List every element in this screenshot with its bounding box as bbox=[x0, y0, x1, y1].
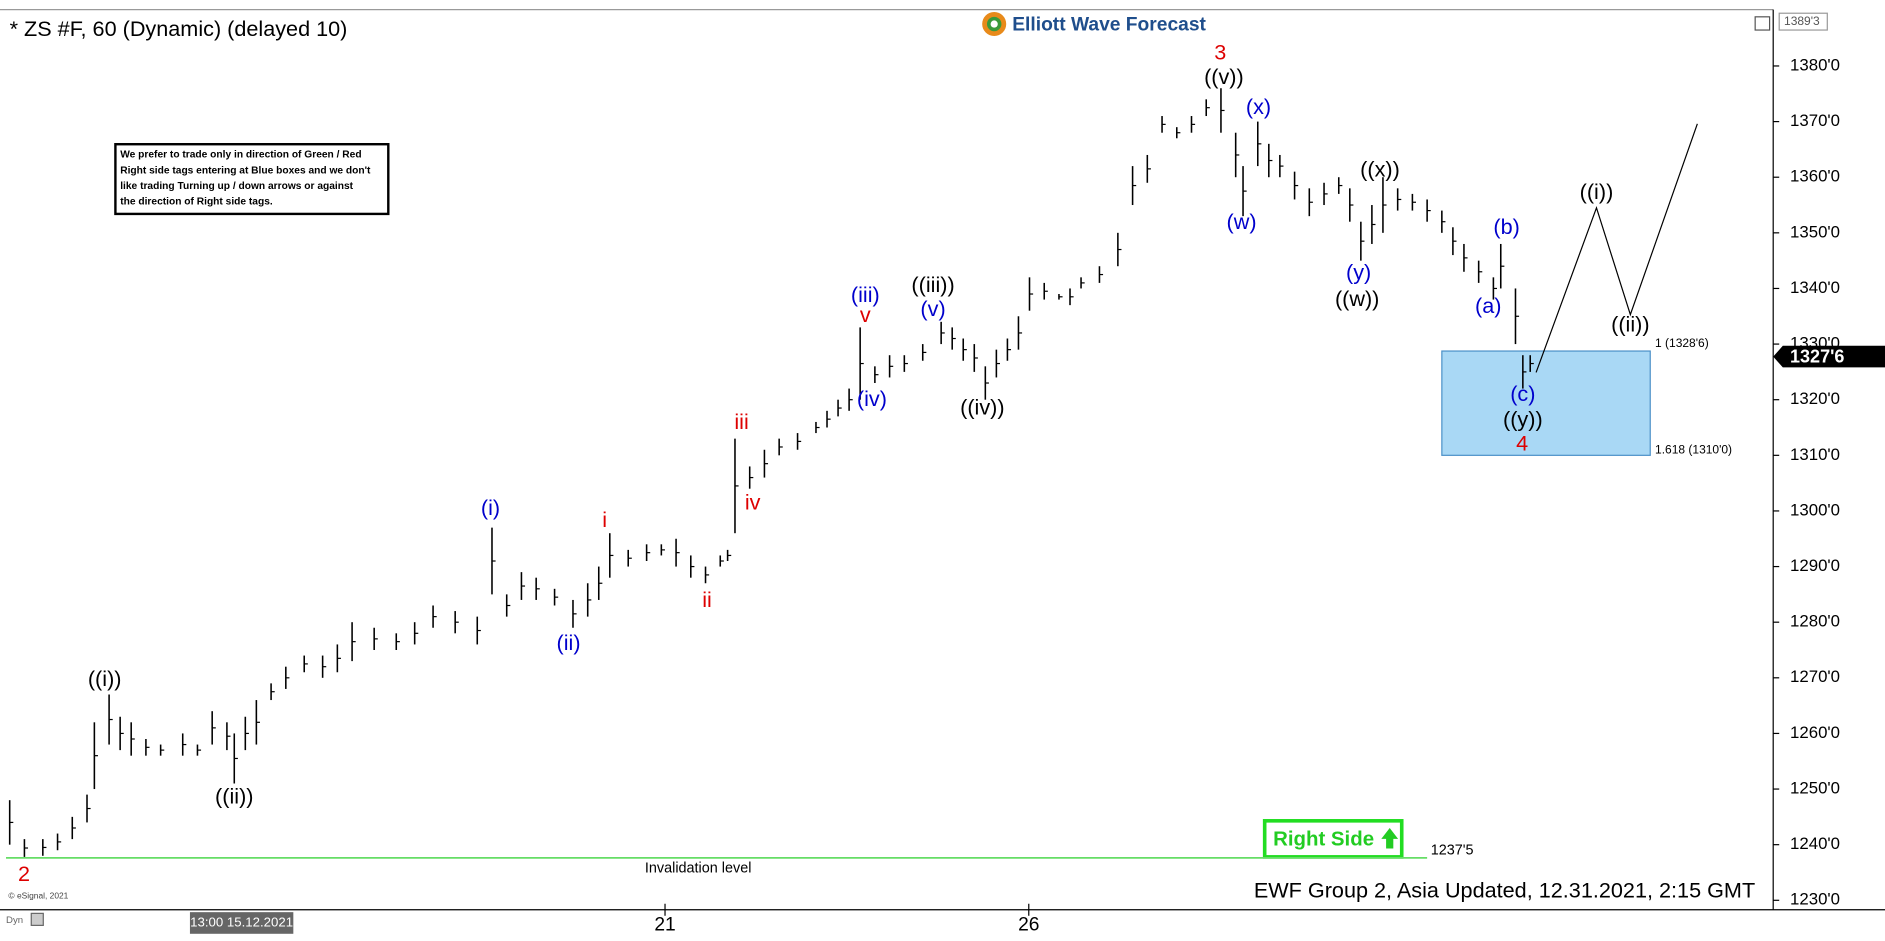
wave-label: (i) bbox=[481, 495, 500, 520]
current-price-label: 1327'6 bbox=[1790, 347, 1844, 367]
wave-label: v bbox=[860, 302, 871, 327]
wave-label: 3 bbox=[1214, 39, 1226, 64]
right-side-arrow bbox=[1381, 828, 1399, 849]
wave-label: ((i)) bbox=[1580, 179, 1614, 204]
wave-label: ((y)) bbox=[1503, 407, 1543, 432]
wave-label: i bbox=[602, 507, 607, 532]
y-tick-label: 1230'0 bbox=[1790, 890, 1840, 909]
wave-label: 2 bbox=[18, 861, 30, 886]
logo: Elliott Wave Forecast bbox=[982, 12, 1207, 37]
y-tick-label: 1370'0 bbox=[1790, 111, 1840, 130]
target-level-label: 1.618 (1310'0) bbox=[1655, 443, 1732, 457]
wave-label: ((w)) bbox=[1335, 286, 1379, 311]
wave-label: (c) bbox=[1510, 381, 1535, 406]
wave-label: (b) bbox=[1493, 214, 1519, 239]
wave-label: (iii) bbox=[851, 282, 880, 307]
y-tick-label: 1270'0 bbox=[1790, 667, 1840, 686]
note-box bbox=[114, 143, 390, 216]
wave-label: (v) bbox=[920, 296, 945, 321]
logo-text: Elliott Wave Forecast bbox=[1012, 14, 1206, 35]
y-tick-label: 1340'0 bbox=[1790, 278, 1840, 297]
note-line: the direction of Right side tags. bbox=[120, 197, 273, 208]
y-tick-label: 1320'0 bbox=[1790, 389, 1840, 408]
y-tick-label: 1290'0 bbox=[1790, 556, 1840, 575]
mode-label: Dyn bbox=[6, 915, 23, 926]
x-tick-label-box bbox=[189, 912, 294, 934]
invalidation-price: 1237'5 bbox=[1431, 842, 1474, 858]
chart-title: * ZS #F, 60 (Dynamic) (delayed 10) bbox=[10, 16, 348, 41]
wave-label: (ii) bbox=[557, 630, 581, 655]
wave-label: ((iv)) bbox=[960, 394, 1004, 419]
x-tick-label: 21 bbox=[654, 914, 675, 935]
right-side-text: Right Side bbox=[1273, 828, 1374, 850]
target-box bbox=[1441, 350, 1651, 456]
wave-label: (iv) bbox=[857, 386, 887, 411]
projection-line bbox=[1535, 123, 1698, 373]
note: We prefer to trade only in direction of … bbox=[114, 143, 390, 216]
right-side-box bbox=[1262, 819, 1404, 859]
footer: EWF Group 2, Asia Updated, 12.31.2021, 2… bbox=[1254, 877, 1755, 902]
wave-label: ((i)) bbox=[88, 666, 122, 691]
y-tick-label: 1240'0 bbox=[1790, 834, 1840, 853]
wave-label: ((ii)) bbox=[1611, 311, 1649, 336]
wave-label: (y) bbox=[1346, 260, 1371, 285]
wave-label: ((x)) bbox=[1360, 156, 1400, 181]
y-tick-label: 1260'0 bbox=[1790, 723, 1840, 742]
y-tick-label: 1350'0 bbox=[1790, 222, 1840, 241]
wave-label: (w) bbox=[1227, 209, 1257, 234]
wave-label: ((iii)) bbox=[911, 272, 954, 297]
x-tick-label: 13:00 15.12.2021 bbox=[190, 914, 293, 929]
y-tick-label: 1280'0 bbox=[1790, 612, 1840, 631]
wave-label: ii bbox=[702, 587, 712, 612]
right-side-badge: Right Side bbox=[1262, 819, 1404, 859]
y-tick-label: 1360'0 bbox=[1790, 167, 1840, 186]
y-tick-label: 1380'0 bbox=[1790, 55, 1840, 74]
wave-label: iii bbox=[734, 409, 748, 434]
wave-label: 4 bbox=[1516, 430, 1528, 455]
window-icon bbox=[1754, 16, 1771, 31]
invalidation-text: Invalidation level bbox=[645, 861, 752, 877]
wave-label: ((ii)) bbox=[215, 784, 253, 809]
y-tick-label: 1310'0 bbox=[1790, 445, 1840, 464]
mode-icon bbox=[30, 912, 44, 926]
note-line: Right side tags entering at Blue boxes a… bbox=[120, 165, 371, 176]
wave-label: (x) bbox=[1246, 94, 1271, 119]
wave-label: iv bbox=[745, 489, 761, 514]
wave-label: (a) bbox=[1475, 293, 1501, 318]
wave-label: ((v)) bbox=[1204, 64, 1244, 89]
target-level-label: 1 (1328'6) bbox=[1655, 336, 1709, 350]
note-line: We prefer to trade only in direction of … bbox=[120, 150, 361, 161]
max-label: 1389'3 bbox=[1784, 14, 1820, 28]
logo-icon bbox=[990, 20, 998, 28]
y-tick-label: 1250'0 bbox=[1790, 778, 1840, 797]
current-price-tag bbox=[1773, 345, 1885, 368]
y-tick-label: 1300'0 bbox=[1790, 500, 1840, 519]
note-line: like trading Turning up / down arrows or… bbox=[120, 181, 353, 192]
copyright: © eSignal, 2021 bbox=[8, 891, 68, 901]
max-label-box bbox=[1778, 12, 1828, 31]
x-tick-label: 26 bbox=[1018, 914, 1039, 935]
